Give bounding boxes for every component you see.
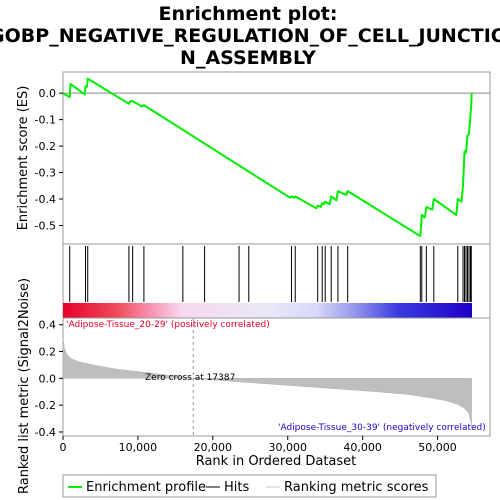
positive-correlation-label: 'Adipose-Tissue_20-29' (positively corre… — [66, 320, 270, 330]
ranking-heat-strip — [63, 303, 472, 318]
rank-x-axis: 0 10,000 20,000 30,000 40,000 50,000 — [60, 436, 457, 454]
legend-box — [62, 474, 437, 498]
metric-y-tick-label: -0.4 — [35, 426, 56, 439]
es-y-tick-label: -0.2 — [35, 140, 56, 153]
es-y-axis-label: Enrichment score (ES) — [16, 86, 31, 231]
x-tick-label: 40,000 — [343, 441, 382, 454]
x-tick-label: 10,000 — [119, 441, 158, 454]
metric-y-axis: 0.4 0.2 0.0 -0.2 -0.4 — [35, 319, 63, 439]
es-y-axis: 0.0 -0.1 -0.2 -0.3 -0.4 -0.5 — [35, 87, 63, 232]
chart-title-line-3: N_ASSEMBLY — [180, 47, 316, 69]
chart-title-line-2: GOBP_NEGATIVE_REGULATION_OF_CELL_JUNCTIO — [0, 25, 500, 47]
x-tick-label: 50,000 — [418, 441, 457, 454]
x-axis-label: Rank in Ordered Dataset — [196, 454, 357, 469]
legend-enrichment-label: Enrichment profile — [86, 480, 206, 495]
es-y-tick-label: -0.1 — [35, 114, 56, 127]
ranking-metric-scores — [62, 338, 472, 426]
metric-y-tick-label: 0.4 — [39, 319, 57, 332]
es-y-tick-label: -0.4 — [35, 193, 56, 206]
enrichment-profile-series — [62, 77, 473, 238]
es-y-tick-label: -0.3 — [35, 167, 56, 180]
ranking-metric-area — [62, 338, 472, 426]
zero-cross-label: Zero cross at 17387 — [145, 373, 235, 383]
x-tick-label: 20,000 — [194, 441, 233, 454]
metric-y-tick-label: 0.0 — [39, 372, 57, 385]
hit-markers — [69, 246, 472, 302]
x-tick-label: 30,000 — [268, 441, 307, 454]
metric-y-tick-label: -0.2 — [35, 399, 56, 412]
es-y-tick-label: 0.0 — [39, 87, 57, 100]
es-panel-frame — [62, 71, 491, 245]
enrichment-profile-line — [62, 77, 473, 238]
es-y-tick-label: -0.5 — [35, 219, 56, 232]
metric-y-tick-label: 0.2 — [39, 346, 57, 359]
negative-correlation-label: 'Adipose-Tissue_30-39' (negatively corre… — [278, 423, 486, 433]
legend-hits-label: Hits — [224, 480, 249, 495]
legend-metric-label: Ranking metric scores — [284, 480, 429, 495]
metric-y-axis-label: Ranked list metric (Signal2Noise) — [17, 278, 32, 494]
chart-title-line-1: Enrichment plot: — [159, 3, 338, 25]
x-tick-label: 0 — [60, 441, 67, 454]
